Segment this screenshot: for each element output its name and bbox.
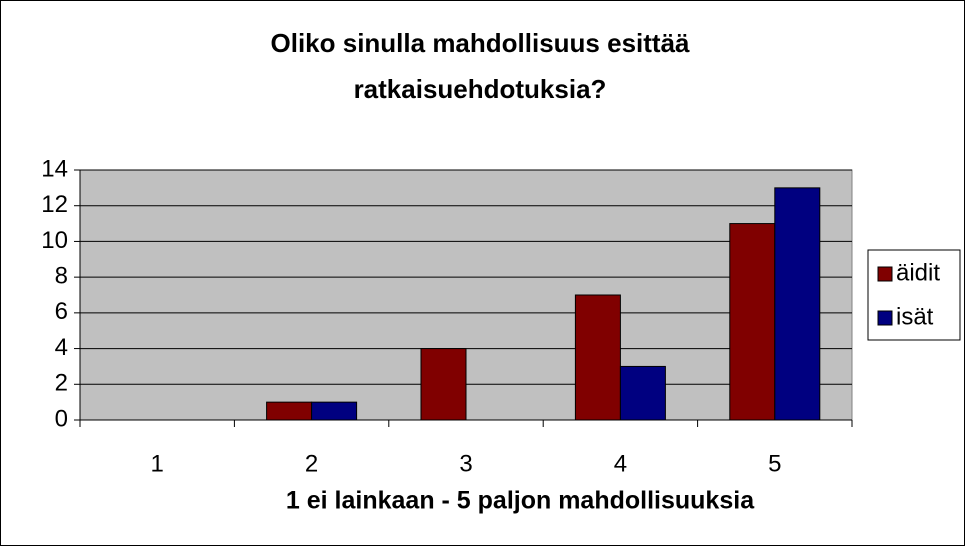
x-tick-label: 1 (151, 450, 164, 477)
x-tick-label: 4 (614, 450, 627, 477)
x-tick-label: 3 (459, 450, 472, 477)
chart-title: Oliko sinulla mahdollisuus esittää ratka… (270, 28, 690, 104)
bar (619, 365, 666, 421)
legend-swatch (877, 266, 893, 282)
y-tick-label: 2 (55, 370, 68, 397)
x-tick-label: 2 (305, 450, 318, 477)
y-tick-label: 10 (41, 227, 68, 254)
bar (729, 223, 776, 421)
y-tick-label: 0 (55, 405, 68, 432)
legend-label: äidit (896, 259, 940, 286)
y-tick-label: 12 (41, 191, 68, 218)
bar (420, 348, 467, 421)
legend-label: isät (896, 303, 934, 330)
y-tick-label: 14 (41, 155, 68, 182)
legend-swatch (877, 310, 893, 326)
bar (574, 294, 621, 421)
y-tick-label: 8 (55, 262, 68, 289)
bar (266, 401, 313, 421)
x-tick-label: 5 (768, 450, 781, 477)
bar (774, 187, 821, 421)
y-tick-label: 6 (55, 298, 68, 325)
bar (311, 401, 358, 421)
y-tick-label: 4 (55, 334, 68, 361)
x-axis-title: 1 ei lainkaan - 5 paljon mahdollisuuksia (286, 487, 755, 515)
